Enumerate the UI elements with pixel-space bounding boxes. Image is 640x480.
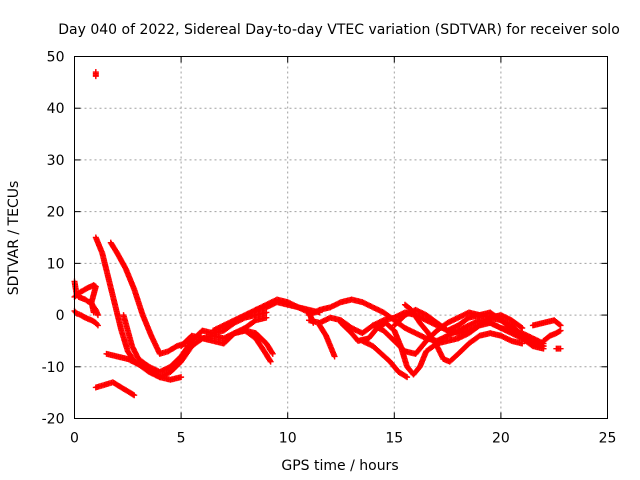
- data-point: [267, 358, 274, 365]
- data-point: [263, 309, 270, 316]
- data-point: [404, 374, 411, 381]
- data-point: [331, 353, 338, 360]
- data-point: [94, 322, 101, 329]
- x-tick-label: 5: [177, 431, 186, 447]
- grid: [74, 56, 608, 419]
- data-point: [557, 322, 564, 329]
- data-point: [402, 373, 409, 380]
- y-tick-label: 20: [47, 205, 65, 221]
- x-axis-label: GPS time / hours: [281, 458, 398, 474]
- data-point: [557, 327, 564, 334]
- data-point: [519, 340, 526, 347]
- data-point: [90, 309, 97, 316]
- data-points: [71, 69, 564, 399]
- x-tick-label: 15: [385, 431, 403, 447]
- data-point: [178, 374, 185, 381]
- y-tick-label: 10: [47, 256, 65, 272]
- data-point: [131, 392, 138, 399]
- data-point: [269, 349, 276, 356]
- y-tick-label: -10: [42, 360, 65, 376]
- data-point: [557, 345, 564, 352]
- data-point: [263, 314, 270, 321]
- y-tick-label: 0: [56, 308, 65, 324]
- data-point: [93, 321, 100, 328]
- x-tick-label: 25: [599, 431, 617, 447]
- axis-ticks: 0 5 10 15 20 25 -20 -10 0 10 20 30 40 50: [42, 50, 617, 447]
- x-tick-label: 20: [492, 431, 510, 447]
- data-point: [518, 324, 525, 331]
- y-axis-label: SDTVAR / TECUs: [6, 181, 22, 296]
- y-tick-label: -20: [42, 412, 65, 428]
- y-tick-label: 30: [47, 153, 65, 169]
- y-tick-label: 50: [47, 50, 65, 66]
- data-point: [540, 345, 547, 352]
- plot-frame: [74, 56, 608, 419]
- chart-title: Day 040 of 2022, Sidereal Day-to-day VTE…: [58, 22, 620, 38]
- data-point: [266, 357, 273, 364]
- data-point: [269, 350, 276, 357]
- x-tick-label: 10: [279, 431, 297, 447]
- y-tick-label: 40: [47, 101, 65, 117]
- data-point: [519, 325, 526, 331]
- data-point: [94, 312, 101, 319]
- data-point: [92, 73, 99, 80]
- data-point: [556, 321, 563, 328]
- x-tick-label: 0: [70, 431, 79, 447]
